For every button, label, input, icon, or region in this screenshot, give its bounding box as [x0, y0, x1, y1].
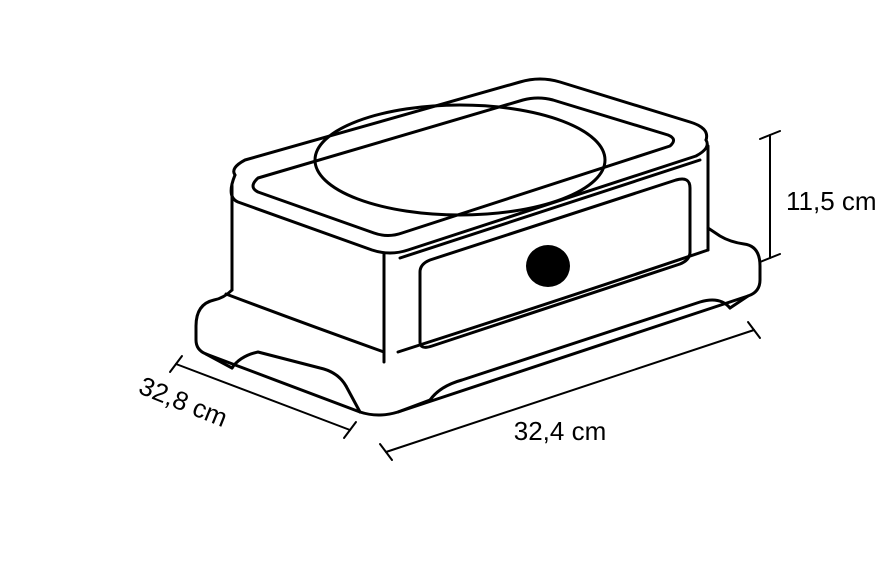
- drawer-knob: [526, 245, 570, 287]
- dim-height: [760, 131, 780, 262]
- stool-object: [196, 79, 760, 415]
- dimension-drawing: 11,5 cm 32,4 cm 32,8 cm: [0, 0, 876, 567]
- dim-width-label: 32,4 cm: [514, 416, 607, 446]
- dim-height-label: 11,5 cm: [786, 186, 876, 216]
